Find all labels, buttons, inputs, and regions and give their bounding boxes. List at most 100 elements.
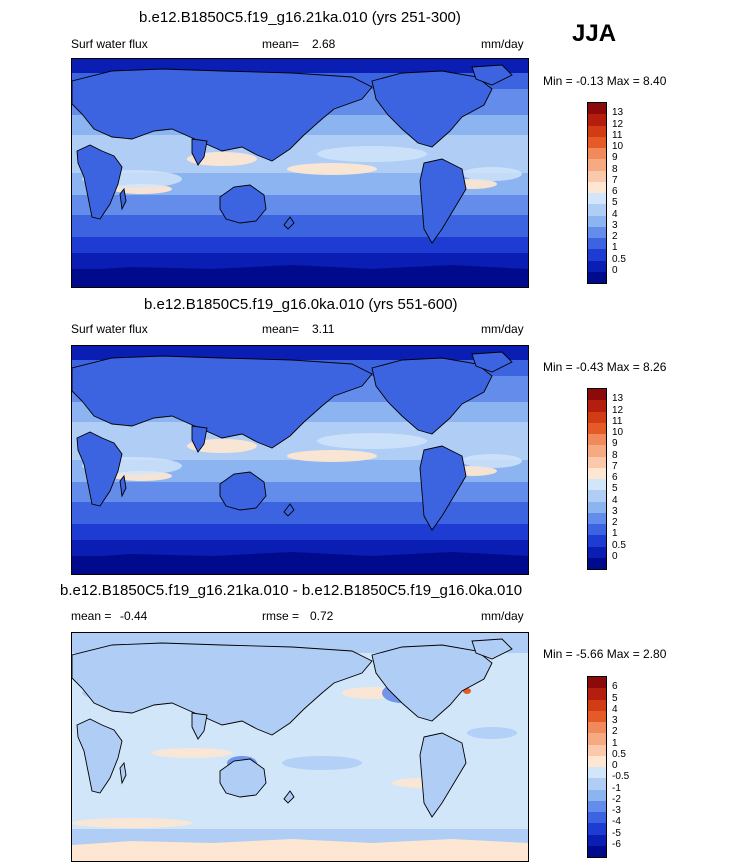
colorbar-swatch <box>588 148 606 160</box>
colorbar-tick-label: -1 <box>612 782 621 794</box>
colorbar-tick-label: 1 <box>612 242 618 254</box>
colorbar-tick-label: 4 <box>612 703 618 715</box>
colorbar-tick-label: 10 <box>612 427 624 438</box>
colorbar-tick-label: 0.5 <box>612 748 626 760</box>
colorbar-tick-label: 2 <box>612 517 618 528</box>
map-plot <box>71 632 529 862</box>
colorbar-swatch <box>588 744 606 756</box>
colorbar-tick-label: 5 <box>612 692 618 704</box>
units-label: mm/day <box>481 37 524 51</box>
colorbar <box>587 388 607 570</box>
colorbar-swatch <box>588 215 606 227</box>
colorbar-tick-label: 12 <box>612 404 624 416</box>
colorbar-tick-label: 1 <box>612 737 618 749</box>
colorbar-tick-label: 0.5 <box>612 253 626 265</box>
colorbar-swatch <box>588 467 606 479</box>
map-canvas <box>72 59 528 287</box>
mean-value: 2.68 <box>312 37 336 51</box>
colorbar-tick-label: 6 <box>612 681 618 693</box>
colorbar-tick-label: 0 <box>612 550 618 562</box>
colorbar-tick-label: 6 <box>612 472 618 483</box>
colorbar-tick-label: 3 <box>612 219 618 231</box>
rmse-label: rmse = <box>262 609 300 623</box>
variable-label: Surf water flux <box>71 322 148 336</box>
map-canvas <box>72 633 528 861</box>
colorbar-swatch <box>588 733 606 745</box>
colorbar-tick-label: 2 <box>612 231 618 242</box>
colorbar-tick-label: -2 <box>612 793 621 805</box>
colorbar-tick-label: 0 <box>612 760 618 771</box>
colorbar <box>587 102 607 284</box>
colorbar-swatch <box>588 479 606 491</box>
colorbar-tick-label: 3 <box>612 715 618 726</box>
colorbar-swatch <box>588 226 606 238</box>
colorbar-tick-label: 5 <box>612 197 618 209</box>
colorbar-tick-label: 0 <box>612 264 618 276</box>
colorbar-tick-label: -5 <box>612 827 621 839</box>
season-label: JJA <box>572 20 617 47</box>
panel-title: b.e12.B1850C5.f19_g16.21ka.010 - b.e12.B… <box>60 582 523 599</box>
colorbar-swatch <box>588 422 606 434</box>
map-canvas <box>72 346 528 574</box>
colorbar-swatch <box>588 789 606 801</box>
colorbar-swatch <box>588 170 606 182</box>
colorbar-swatch <box>588 845 606 857</box>
colorbar-swatch <box>588 834 606 846</box>
colorbar-tick-label: -4 <box>612 816 621 828</box>
minmax-label: Min = -0.43 Max = 8.26 <box>543 360 667 374</box>
colorbar-swatch <box>588 249 606 261</box>
map-plot <box>71 345 529 575</box>
colorbar-swatch <box>588 722 606 734</box>
colorbar-tick-label: 10 <box>612 141 624 152</box>
colorbar-swatch <box>588 114 606 126</box>
variable-label: Surf water flux <box>71 37 148 51</box>
colorbar-tick-label: 13 <box>612 107 624 119</box>
colorbar-swatch <box>588 434 606 446</box>
units-label: mm/day <box>481 609 524 623</box>
colorbar-tick-label: 0.5 <box>612 539 626 551</box>
panel-title: b.e12.B1850C5.f19_g16.21ka.010 (yrs 251-… <box>139 9 461 26</box>
mean-value: 3.11 <box>312 322 335 336</box>
colorbar-swatch <box>588 710 606 722</box>
colorbar-tick-label: 9 <box>612 438 618 450</box>
colorbar-tick-label: 7 <box>612 174 618 186</box>
colorbar-swatch <box>588 136 606 148</box>
colorbar-swatch <box>588 125 606 137</box>
colorbar-swatch <box>588 445 606 457</box>
colorbar-tick-label: 3 <box>612 505 618 517</box>
colorbar-swatch <box>588 823 606 835</box>
colorbar-tick-label: 13 <box>612 393 624 405</box>
colorbar-swatch <box>588 193 606 205</box>
colorbar-swatch <box>588 400 606 412</box>
colorbar-swatch <box>588 755 606 767</box>
colorbar-tick-label: 9 <box>612 152 618 164</box>
mean-value: -0.44 <box>120 609 148 623</box>
colorbar-swatch <box>588 778 606 790</box>
colorbar-swatch <box>588 512 606 524</box>
colorbar-tick-label: -6 <box>612 838 621 850</box>
colorbar-swatch <box>588 238 606 250</box>
colorbar-tick-label: 12 <box>612 118 624 130</box>
colorbar-swatch <box>588 800 606 812</box>
colorbar-tick-label: 7 <box>612 460 618 472</box>
map-plot <box>71 58 529 288</box>
colorbar-swatch <box>588 699 606 711</box>
mean-label: mean= <box>262 322 300 336</box>
colorbar <box>587 676 607 858</box>
minmax-label: Min = -0.13 Max = 8.40 <box>543 74 667 88</box>
colorbar-swatch <box>588 181 606 193</box>
minmax-label: Min = -5.66 Max = 2.80 <box>543 647 667 661</box>
colorbar-swatch <box>588 411 606 423</box>
colorbar-swatch <box>588 524 606 536</box>
colorbar-swatch <box>588 204 606 216</box>
panel-title: b.e12.B1850C5.f19_g16.0ka.010 (yrs 551-6… <box>144 296 458 313</box>
colorbar-tick-label: 8 <box>612 449 618 461</box>
colorbar-swatch <box>588 812 606 824</box>
colorbar-tick-label: 5 <box>612 483 618 495</box>
colorbar-swatch <box>588 103 606 115</box>
colorbar-tick-label: 2 <box>612 726 618 738</box>
colorbar-swatch <box>588 159 606 171</box>
colorbar-swatch <box>588 767 606 779</box>
colorbar-tick-label: 1 <box>612 528 618 540</box>
colorbar-swatch <box>588 535 606 547</box>
